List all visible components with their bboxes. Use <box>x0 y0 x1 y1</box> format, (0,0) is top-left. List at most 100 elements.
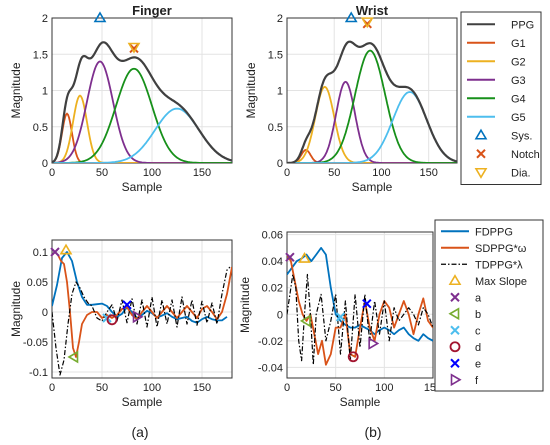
legend-swatch-b <box>448 307 460 321</box>
y-tick-label: 0 <box>42 158 48 170</box>
legend-swatch-e <box>450 358 460 368</box>
y-tick-label: 1 <box>277 86 283 98</box>
marker-e <box>122 300 132 310</box>
wrist-derivative-plot: 0 50 100 150-0.04-0.0200.020.040.06SampleMa… <box>238 230 442 409</box>
legend-label-G3: G3 <box>511 75 526 87</box>
y-tick-label: -0.02 <box>258 336 283 348</box>
marker-dia <box>360 17 374 29</box>
y-tick-label: 0.04 <box>262 256 283 268</box>
y-tick-label: 1.5 <box>33 49 48 61</box>
x-tick-label: 100 <box>375 382 393 394</box>
series-g4 <box>287 49 457 163</box>
y-tick-label: -0.05 <box>23 337 48 349</box>
series-ppg <box>287 40 457 163</box>
series-sdppg <box>52 251 232 358</box>
marker-maxslope <box>59 243 73 255</box>
legend-label-a: a <box>475 292 482 304</box>
series-g1 <box>287 148 457 163</box>
y-tick-label: 2 <box>42 13 48 25</box>
y-tick-label: 2 <box>277 13 283 25</box>
marker-sys <box>93 11 107 23</box>
marker-d <box>106 314 118 326</box>
plot-area <box>287 247 433 366</box>
marker-sys <box>344 11 358 23</box>
y-tick-label: 0.06 <box>262 230 283 242</box>
marker-a <box>50 247 60 257</box>
x-tick-label: 50 <box>330 382 342 394</box>
marker-b <box>299 314 311 328</box>
x-tick-label: 0 <box>49 167 55 179</box>
x-tick-label: 150 <box>193 167 211 179</box>
series-ppg <box>52 41 232 163</box>
y-axis-label: Magnitude <box>9 62 23 118</box>
legend-label-SDPPG: SDPPG*ω <box>475 243 527 255</box>
y-tick-label: 0 <box>277 309 283 321</box>
y-tick-label: 0.1 <box>33 247 48 259</box>
marker-f <box>132 310 144 324</box>
marker-c <box>335 312 346 322</box>
x-tick-label: 50 <box>96 167 108 179</box>
x-tick-label: 100 <box>143 167 161 179</box>
series-g2 <box>52 94 232 163</box>
y-tick-label: 0.02 <box>262 283 283 295</box>
y-tick-label: 0.5 <box>268 122 283 134</box>
finger-derivative-plot: 0 50 100 150 -0.1 -0.05 0 0.05 0.1 Sample Magnitud… <box>9 239 233 409</box>
x-tick-label: 0 <box>49 382 55 394</box>
marker-notch <box>129 43 139 54</box>
legend-label-b: b <box>475 309 481 321</box>
legend-swatch-dia <box>474 167 488 179</box>
legend-swatch-c <box>450 325 460 335</box>
legend-label-maxslope: Max Slope <box>475 276 527 288</box>
marker-e <box>362 298 372 309</box>
series-g3 <box>52 60 232 163</box>
legend-swatch-maxslope <box>448 274 462 286</box>
legend-swatch-d <box>449 341 461 353</box>
plot-area <box>52 41 232 163</box>
x-tick-label: 50 <box>328 167 340 179</box>
plot-title: Wrist <box>356 3 389 18</box>
legend-label-e: e <box>475 358 481 370</box>
marker-f <box>368 337 380 350</box>
marker-a <box>285 252 295 262</box>
legend-label-sys: Sys. <box>511 130 532 142</box>
x-tick-label: 100 <box>372 167 390 179</box>
plot-area <box>287 40 457 163</box>
legend-label-d: d <box>475 342 481 354</box>
y-tick-label: 0 <box>42 307 48 319</box>
legend-label-G1: G1 <box>511 38 526 50</box>
x-tick-label: 150 <box>419 167 437 179</box>
x-axis-label: Sample <box>122 180 163 194</box>
series-g4 <box>52 67 232 163</box>
plot-area <box>52 251 232 376</box>
plot-frame <box>51 239 233 379</box>
x-axis-label: Sample <box>340 395 381 409</box>
x-tick-label: 150 <box>193 382 211 394</box>
y-tick-label: 0 <box>277 158 283 170</box>
x-axis-label: Sample <box>122 395 163 409</box>
legend-label-TDPPG: TDPPG*λ <box>475 259 523 271</box>
finger-ppg-plot: 0 50 100 150 0 0.5 1 1.5 2 Sample Magnitude Finger <box>9 3 233 194</box>
legend-label-notch: Notch <box>511 149 540 161</box>
y-tick-label: 1.5 <box>268 49 283 61</box>
legend-label-FDPPG: FDPPG <box>475 226 513 238</box>
plot-frame <box>286 231 434 379</box>
y-tick-label: 1 <box>42 86 48 98</box>
x-axis-label: Sample <box>352 180 393 194</box>
legend-label-PPG: PPG <box>511 19 534 31</box>
series-tdppg <box>52 266 231 376</box>
y-axis-label: Magnitude <box>9 281 23 337</box>
plot-title: Finger <box>132 3 172 18</box>
marker-d <box>347 351 359 363</box>
legend-swatch-notch <box>476 149 486 159</box>
wrist-ppg-plot: 0 50 100 150 0 0.5 1 1.5 2 Sample Magnitude Wrist <box>244 3 458 194</box>
legend-swatch-f <box>450 373 462 387</box>
legend-label-f: f <box>475 375 479 387</box>
x-tick-label: 100 <box>143 382 161 394</box>
legend-label-dia: Dia. <box>511 167 531 179</box>
legend-label-G2: G2 <box>511 56 526 68</box>
y-axis-label: Magnitude <box>238 277 252 333</box>
x-tick-label: 0 <box>284 167 290 179</box>
marker-dia <box>127 42 141 54</box>
